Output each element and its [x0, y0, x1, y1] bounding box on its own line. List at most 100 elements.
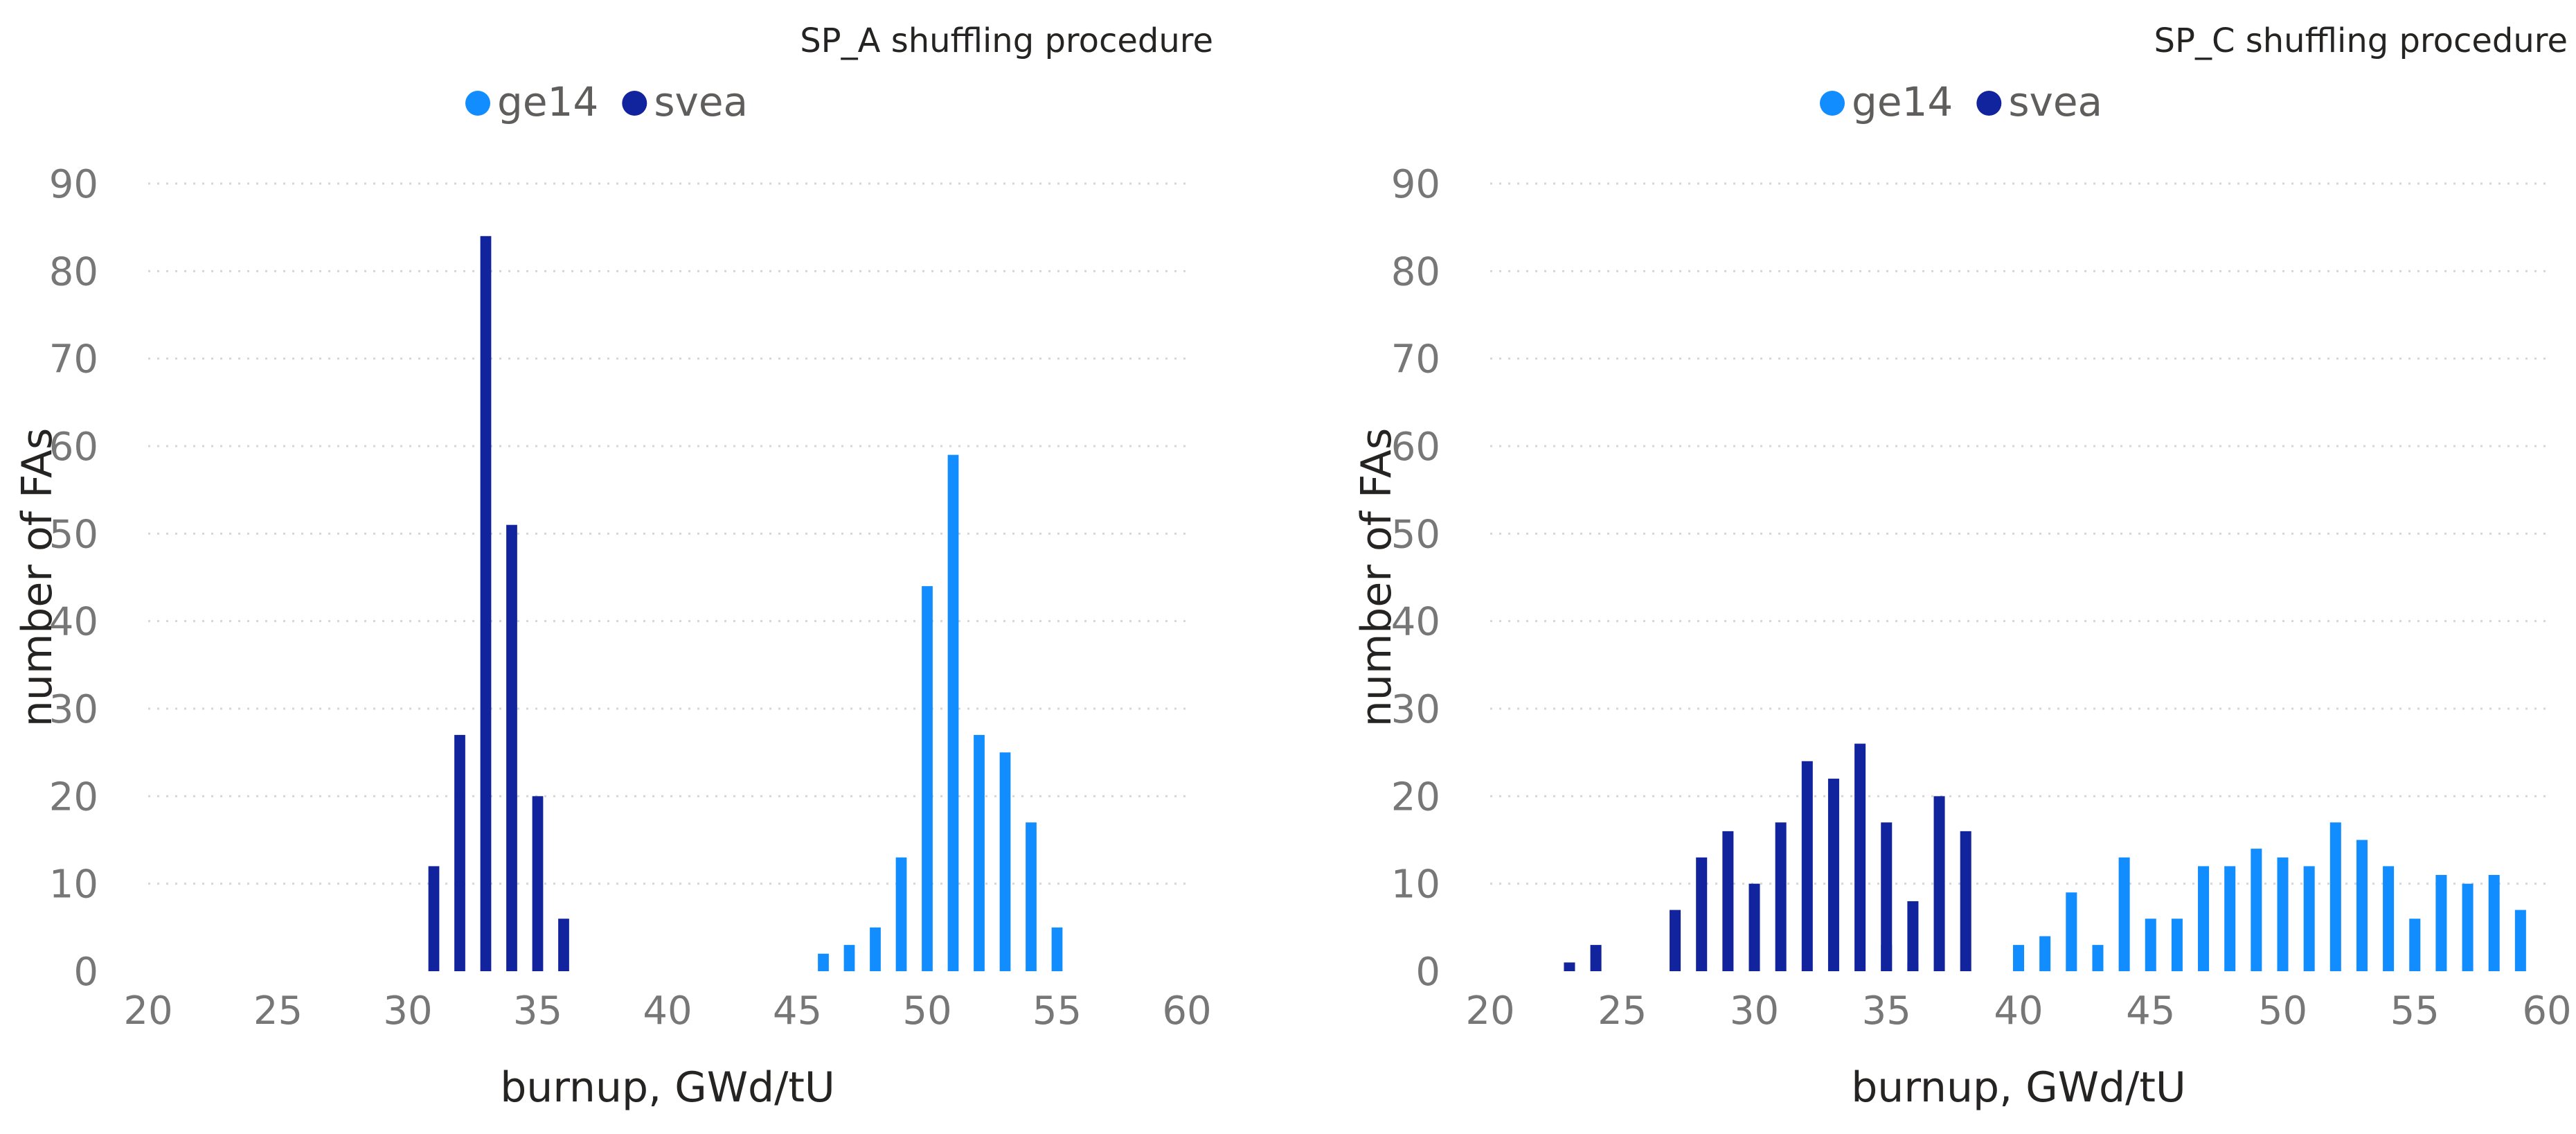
y-tick-label: 50	[49, 512, 98, 557]
x-tick-label: 20	[123, 989, 172, 1034]
bar-svea-23[interactable]	[1564, 962, 1575, 971]
legend-label-ge14[interactable]: ge14	[1852, 78, 1953, 125]
y-tick-label: 70	[1391, 337, 1440, 382]
bar-ge14-47[interactable]	[843, 945, 855, 971]
x-tick-label: 45	[2126, 989, 2175, 1034]
y-tick-label: 40	[49, 600, 98, 645]
bar-ge14-53[interactable]	[2356, 840, 2368, 972]
bar-ge14-54[interactable]	[1026, 822, 1037, 971]
bar-ge14-46[interactable]	[818, 953, 829, 971]
bar-svea-31[interactable]	[1775, 822, 1787, 971]
x-tick-label: 30	[1730, 989, 1779, 1034]
y-tick-label: 90	[49, 162, 98, 207]
y-tick-label: 0	[73, 950, 98, 995]
legend: ge14 svea	[465, 78, 748, 125]
bar-svea-37[interactable]	[1933, 796, 1945, 971]
chart-title: SP_C shuffling procedure	[2154, 21, 2568, 60]
y-tick-label: 20	[49, 774, 98, 820]
y-axis-title: number of FAs	[1352, 428, 1401, 727]
x-tick-label: 20	[1465, 989, 1514, 1034]
bar-ge14-42[interactable]	[2066, 892, 2077, 971]
bar-ge14-56[interactable]	[2435, 875, 2447, 971]
y-tick-label: 80	[49, 249, 98, 294]
x-axis-title: burnup, GWd/tU	[500, 1063, 835, 1112]
chart-sp-c: SP_C shuffling procedure 0 10 20 30 40 50 60 70…	[1352, 21, 2572, 1112]
bar-ge14-47[interactable]	[2198, 866, 2210, 971]
x-tick-label: 35	[1862, 989, 1911, 1034]
x-tick-label: 45	[773, 989, 822, 1034]
legend-marker-svea	[1976, 91, 2002, 116]
y-tick-label: 10	[49, 862, 98, 907]
y-axis-title: number of FAs	[13, 428, 62, 727]
legend-label-ge14[interactable]: ge14	[497, 78, 598, 125]
bar-ge14-46[interactable]	[2171, 919, 2183, 971]
bar-ge14-48[interactable]	[870, 927, 881, 971]
x-tick-label: 25	[1598, 989, 1647, 1034]
x-tick-label: 50	[902, 989, 951, 1034]
y-tick-label: 50	[1391, 512, 1440, 557]
y-tick-label: 20	[1391, 774, 1440, 820]
legend-label-svea[interactable]: svea	[654, 78, 748, 125]
y-tick-label: 90	[1391, 162, 1440, 207]
bar-ge14-54[interactable]	[2383, 866, 2395, 971]
bar-svea-32[interactable]	[454, 734, 465, 971]
bar-svea-33[interactable]	[1827, 779, 1839, 971]
bar-ge14-45[interactable]	[2145, 919, 2156, 971]
bar-ge14-59[interactable]	[2514, 910, 2526, 971]
x-axis-title: burnup, GWd/tU	[1851, 1063, 2186, 1112]
chart-sp-a: SP_A shuffling procedure 0 10 20 30 40 50 60 70…	[13, 21, 1213, 1112]
bar-svea-38[interactable]	[1960, 831, 1971, 971]
bar-ge14-41[interactable]	[2039, 936, 2051, 971]
x-tick-label: 40	[643, 989, 692, 1034]
bar-svea-36[interactable]	[1907, 901, 1919, 971]
bar-svea-32[interactable]	[1801, 761, 1813, 971]
bar-ge14-51[interactable]	[2303, 866, 2315, 971]
legend-marker-ge14	[465, 91, 490, 116]
bar-svea-24[interactable]	[1590, 945, 1602, 971]
bar-ge14-53[interactable]	[999, 752, 1011, 971]
bar-ge14-49[interactable]	[895, 857, 907, 971]
bar-svea-28[interactable]	[1696, 857, 1708, 971]
bar-ge14-43[interactable]	[2092, 945, 2104, 971]
x-tick-label: 60	[2522, 989, 2571, 1034]
bar-ge14-55[interactable]	[2409, 919, 2421, 971]
bar-svea-34[interactable]	[506, 524, 517, 971]
chart-title: SP_A shuffling procedure	[800, 21, 1213, 60]
bar-ge14-50[interactable]	[2277, 857, 2289, 971]
bar-ge14-48[interactable]	[2224, 866, 2236, 971]
bar-svea-33[interactable]	[480, 236, 492, 971]
bar-ge14-50[interactable]	[922, 586, 933, 971]
bar-ge14-44[interactable]	[2118, 857, 2130, 971]
bar-svea-31[interactable]	[428, 866, 440, 971]
bar-ge14-40[interactable]	[2012, 945, 2025, 971]
bar-ge14-57[interactable]	[2462, 883, 2474, 971]
y-tick-label: 70	[49, 337, 98, 382]
legend-label-svea[interactable]: svea	[2008, 78, 2102, 125]
y-tick-label: 30	[1391, 687, 1440, 732]
bar-ge14-51[interactable]	[947, 454, 959, 971]
bar-ge14-49[interactable]	[2251, 849, 2262, 971]
x-tick-label: 55	[2390, 989, 2440, 1034]
bar-ge14-55[interactable]	[1051, 927, 1063, 971]
bar-ge14-52[interactable]	[2329, 822, 2341, 971]
y-tick-label: 30	[49, 687, 98, 732]
bar-svea-30[interactable]	[1748, 883, 1760, 971]
x-tick-label: 40	[1994, 989, 2043, 1034]
legend: ge14 svea	[1820, 78, 2102, 125]
bar-svea-35[interactable]	[1881, 822, 1893, 971]
bar-svea-35[interactable]	[532, 796, 544, 971]
legend-marker-svea	[622, 91, 647, 116]
x-tick-label: 35	[513, 989, 562, 1034]
y-tick-label: 0	[1415, 950, 1440, 995]
x-tick-label: 60	[1162, 989, 1211, 1034]
bar-ge14-58[interactable]	[2488, 875, 2500, 971]
bar-ge14-52[interactable]	[974, 734, 985, 971]
bar-svea-36[interactable]	[558, 919, 569, 971]
bar-svea-27[interactable]	[1670, 910, 1681, 971]
bar-svea-34[interactable]	[1854, 743, 1866, 971]
bar-svea-29[interactable]	[1722, 831, 1734, 971]
y-tick-label: 60	[49, 425, 98, 470]
x-tick-label: 55	[1032, 989, 1082, 1034]
legend-marker-ge14	[1820, 91, 1845, 116]
y-tick-label: 80	[1391, 249, 1440, 294]
